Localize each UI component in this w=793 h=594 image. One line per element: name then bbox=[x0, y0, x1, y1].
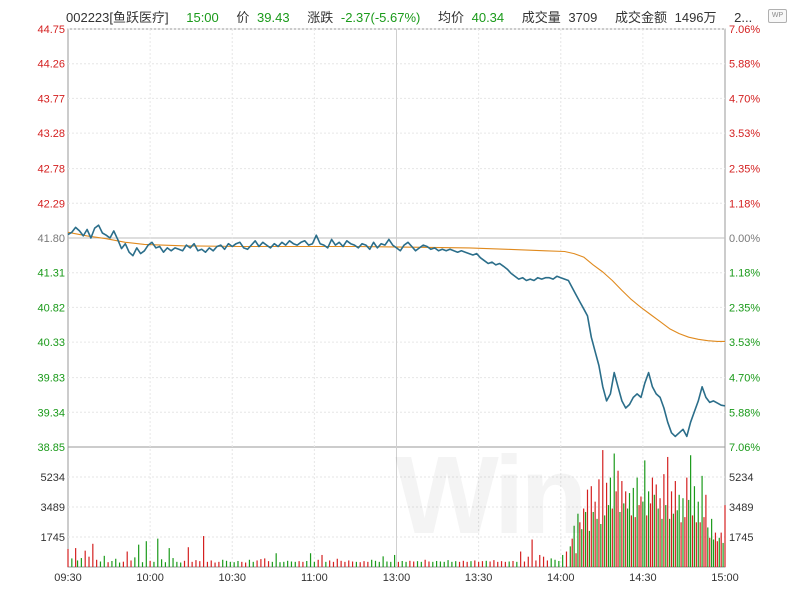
price-tick-label: 40.33 bbox=[37, 337, 65, 349]
volume-tick-label-right: 5234 bbox=[729, 472, 753, 484]
time-tick-label: 13:30 bbox=[465, 572, 493, 584]
pct-tick-label: 2.35% bbox=[729, 164, 760, 176]
price-label: 价 bbox=[236, 10, 250, 25]
pct-tick-label: 2.35% bbox=[729, 302, 760, 314]
pct-tick-label: 1.18% bbox=[729, 198, 760, 210]
time-tick-label: 14:30 bbox=[629, 572, 657, 584]
pct-tick-label: 4.70% bbox=[729, 373, 760, 385]
pct-tick-label: 7.06% bbox=[729, 442, 760, 454]
price-tick-label: 41.80 bbox=[37, 233, 65, 245]
volume-tick-label-right: 1745 bbox=[729, 532, 753, 544]
change-label: 涨跌 bbox=[307, 10, 334, 25]
price-tick-label: 39.83 bbox=[37, 373, 65, 385]
pct-tick-label: 1.18% bbox=[729, 268, 760, 280]
volume-tick-label: 5234 bbox=[41, 472, 65, 484]
quote-header: 002223[鱼跃医疗] 15:00 价 39.43 涨跌 -2.37(-5.6… bbox=[66, 7, 756, 27]
avg-value: 40.34 bbox=[471, 10, 505, 25]
price-value: 39.43 bbox=[257, 10, 290, 25]
watermark-logo: Win bbox=[395, 432, 588, 559]
time-tick-label: 11:00 bbox=[301, 572, 328, 584]
change-value: -2.37(-5.67%) bbox=[340, 10, 421, 25]
volume-tick-label-right: 3489 bbox=[729, 502, 753, 514]
price-tick-label: 42.29 bbox=[37, 198, 65, 210]
wp-icon[interactable]: WP bbox=[768, 9, 787, 23]
pct-tick-label: 3.53% bbox=[729, 337, 760, 349]
price-tick-label: 40.82 bbox=[37, 302, 65, 314]
price-tick-label: 42.78 bbox=[37, 164, 65, 176]
price-tick-label: 41.31 bbox=[37, 268, 65, 280]
price-tick-label: 43.77 bbox=[37, 93, 65, 105]
volume-tick-label: 3489 bbox=[41, 502, 65, 514]
more-value: 2... bbox=[734, 10, 753, 25]
time-tick-label: 10:00 bbox=[136, 572, 164, 584]
avg-price-line bbox=[67, 231, 725, 342]
time-tick-label: 10:30 bbox=[218, 572, 246, 584]
volume-value: 3709 bbox=[568, 10, 598, 25]
pct-tick-label: 5.88% bbox=[729, 59, 760, 71]
axis-labels: 44.75 7.06% 44.26 5.88% 43.77 4.70% 43.28 3.53%… bbox=[37, 24, 760, 584]
price-tick-label: 44.75 bbox=[37, 24, 65, 36]
amount-label: 成交金额 bbox=[614, 10, 667, 25]
time-tick-label: 09:30 bbox=[54, 572, 82, 584]
pct-tick-label: 7.06% bbox=[729, 24, 760, 36]
price-line bbox=[67, 224, 726, 438]
volume-label: 成交量 bbox=[521, 10, 561, 25]
chart-grid bbox=[67, 28, 726, 568]
price-tick-label: 43.28 bbox=[37, 128, 65, 140]
price-tick-label: 38.85 bbox=[37, 442, 65, 454]
avg-label: 均价 bbox=[437, 10, 464, 25]
price-tick-label: 44.26 bbox=[37, 59, 65, 71]
price-tick-label: 39.34 bbox=[37, 407, 65, 419]
amount-value: 1496万 bbox=[674, 10, 717, 25]
time-tick-label: 13:00 bbox=[383, 572, 411, 584]
volume-tick-label: 1745 bbox=[41, 532, 65, 544]
stock-code-name: 002223[鱼跃医疗] bbox=[66, 10, 169, 25]
pct-tick-label: 0.00% bbox=[729, 233, 760, 245]
volume-bars bbox=[67, 450, 726, 567]
pct-tick-label: 4.70% bbox=[729, 93, 760, 105]
quote-time: 15:00 bbox=[186, 10, 219, 25]
time-tick-label: 15:00 bbox=[711, 572, 739, 584]
pct-tick-label: 3.53% bbox=[729, 128, 760, 140]
pct-tick-label: 5.88% bbox=[729, 407, 760, 419]
time-tick-label: 14:00 bbox=[547, 572, 575, 584]
price-lines bbox=[67, 224, 726, 438]
